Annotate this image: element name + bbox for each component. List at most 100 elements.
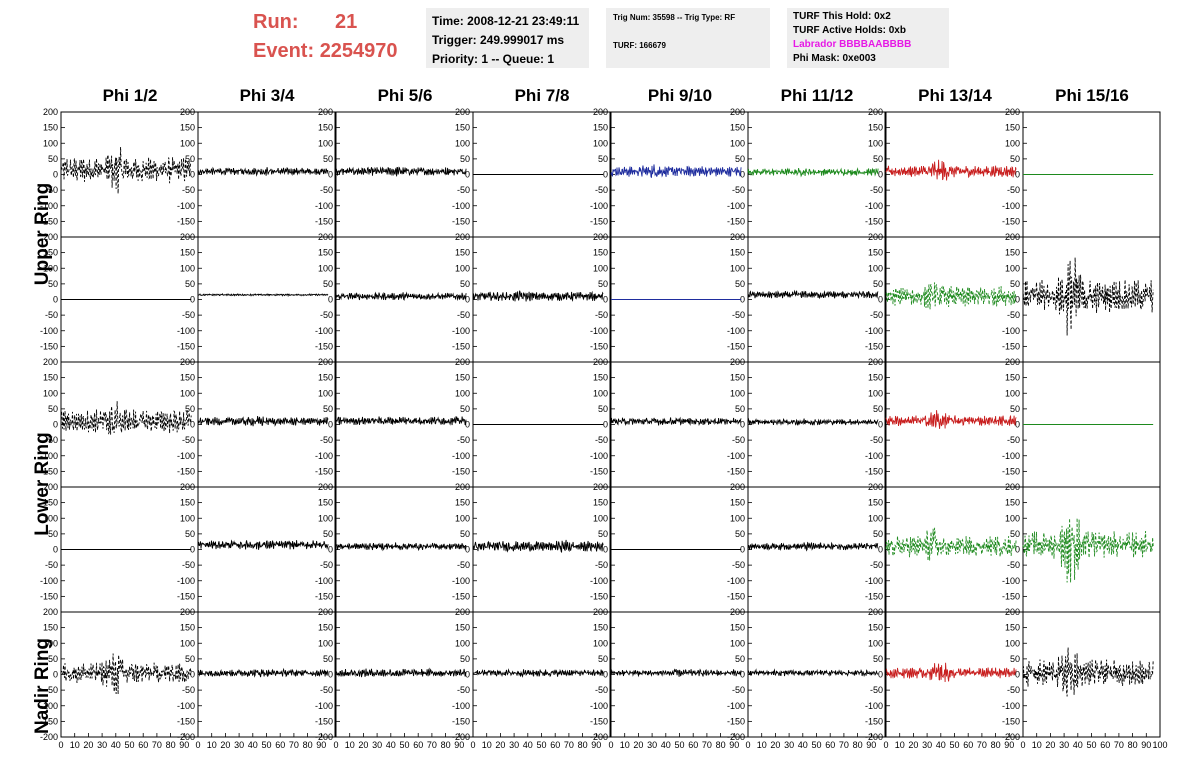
x-tick-label: 60 [825, 740, 835, 750]
y-tick-label: 200 [180, 607, 195, 617]
y-tick-label: 0 [740, 545, 745, 555]
waveform-trace [747, 668, 879, 678]
y-tick-label: -200 [315, 732, 333, 742]
y-tick-label: 200 [730, 482, 745, 492]
y-tick-label: 0 [1015, 545, 1020, 555]
y-tick-label: 50 [873, 529, 883, 539]
y-tick-label: 150 [730, 498, 745, 508]
y-tick-label: 200 [1005, 482, 1020, 492]
x-tick-label: 0 [58, 740, 63, 750]
column-title-phi-13-14: Phi 13/14 [918, 86, 992, 105]
phi-mask-text: Phi Mask: 0xe003 [793, 53, 876, 64]
y-tick-label: 0 [1015, 420, 1020, 430]
y-tick-label: -150 [40, 591, 58, 601]
y-tick-label: -150 [40, 466, 58, 476]
y-tick-label: 100 [593, 138, 608, 148]
y-tick-label: 150 [318, 373, 333, 383]
x-tick-label: 70 [152, 740, 162, 750]
x-tick-label: 60 [550, 740, 560, 750]
y-tick-label: 200 [180, 232, 195, 242]
column-title-phi-15-16: Phi 15/16 [1055, 86, 1129, 105]
y-tick-label: 0 [465, 170, 470, 180]
x-tick-label: 30 [509, 740, 519, 750]
y-tick-label: -150 [177, 591, 195, 601]
y-tick-label: -150 [590, 591, 608, 601]
y-tick-label: 100 [730, 263, 745, 273]
y-tick-label: -150 [315, 341, 333, 351]
y-tick-label: -50 [45, 435, 58, 445]
y-tick-label: 150 [868, 498, 883, 508]
y-tick-label: -200 [590, 732, 608, 742]
y-tick-label: 50 [460, 279, 470, 289]
x-tick-label: 60 [413, 740, 423, 750]
y-tick-label: 50 [873, 404, 883, 414]
y-tick-label: 50 [873, 154, 883, 164]
y-tick-label: 50 [323, 404, 333, 414]
y-tick-label: 0 [53, 545, 58, 555]
x-tick-label: 50 [124, 740, 134, 750]
y-tick-label: -200 [865, 732, 883, 742]
y-tick-label: 100 [180, 388, 195, 398]
y-tick-label: 0 [190, 670, 195, 680]
y-tick-label: 50 [735, 529, 745, 539]
waveform-trace [197, 166, 329, 177]
waveform-trace [610, 668, 742, 678]
y-tick-label: -150 [315, 716, 333, 726]
y-tick-label: -150 [452, 591, 470, 601]
y-tick-label: 200 [593, 482, 608, 492]
y-tick-label: 50 [185, 404, 195, 414]
y-tick-label: 100 [180, 638, 195, 648]
y-tick-label: 0 [190, 420, 195, 430]
y-tick-label: 0 [603, 670, 608, 680]
x-tick-label: 90 [866, 740, 876, 750]
y-tick-label: 150 [318, 498, 333, 508]
y-tick-label: -100 [865, 326, 883, 336]
y-tick-label: -50 [1007, 185, 1020, 195]
y-tick-label: 0 [740, 420, 745, 430]
y-tick-label: 100 [868, 388, 883, 398]
waveform-trace [747, 417, 879, 426]
y-tick-label: 150 [43, 373, 58, 383]
y-tick-label: -150 [177, 216, 195, 226]
x-tick-label: 60 [688, 740, 698, 750]
x-tick-label: 50 [949, 740, 959, 750]
y-tick-label: 50 [48, 404, 58, 414]
y-tick-label: -150 [452, 466, 470, 476]
waveform-trace [197, 667, 329, 678]
y-tick-label: -150 [865, 466, 883, 476]
y-tick-label: -100 [315, 326, 333, 336]
y-tick-label: 50 [598, 529, 608, 539]
y-tick-label: 100 [318, 138, 333, 148]
y-tick-label: 50 [460, 529, 470, 539]
y-tick-label: -100 [40, 701, 58, 711]
y-tick-label: 150 [593, 373, 608, 383]
y-tick-label: 50 [185, 279, 195, 289]
y-tick-label: 150 [868, 373, 883, 383]
waveform-trace [610, 164, 742, 179]
x-tick-label: 40 [386, 740, 396, 750]
y-tick-label: 0 [878, 170, 883, 180]
y-tick-label: -50 [732, 685, 745, 695]
y-tick-label: -50 [182, 310, 195, 320]
y-tick-label: 100 [43, 263, 58, 273]
y-tick-label: -200 [727, 732, 745, 742]
y-tick-label: 200 [455, 357, 470, 367]
y-tick-label: -100 [590, 326, 608, 336]
y-tick-label: 100 [868, 263, 883, 273]
y-tick-label: -50 [1007, 560, 1020, 570]
y-tick-label: 150 [180, 498, 195, 508]
y-tick-label: -50 [870, 310, 883, 320]
y-tick-label: 200 [43, 232, 58, 242]
y-tick-label: -100 [1002, 326, 1020, 336]
y-tick-label: 0 [603, 545, 608, 555]
y-tick-label: 0 [328, 170, 333, 180]
y-tick-label: -50 [45, 185, 58, 195]
y-tick-label: 100 [455, 388, 470, 398]
y-tick-label: 150 [1005, 623, 1020, 633]
x-tick-label: 10 [345, 740, 355, 750]
x-tick-label: 40 [1073, 740, 1083, 750]
y-tick-label: 200 [730, 107, 745, 117]
y-tick-label: 100 [1005, 263, 1020, 273]
y-tick-label: 100 [1005, 138, 1020, 148]
y-tick-label: -50 [1007, 685, 1020, 695]
